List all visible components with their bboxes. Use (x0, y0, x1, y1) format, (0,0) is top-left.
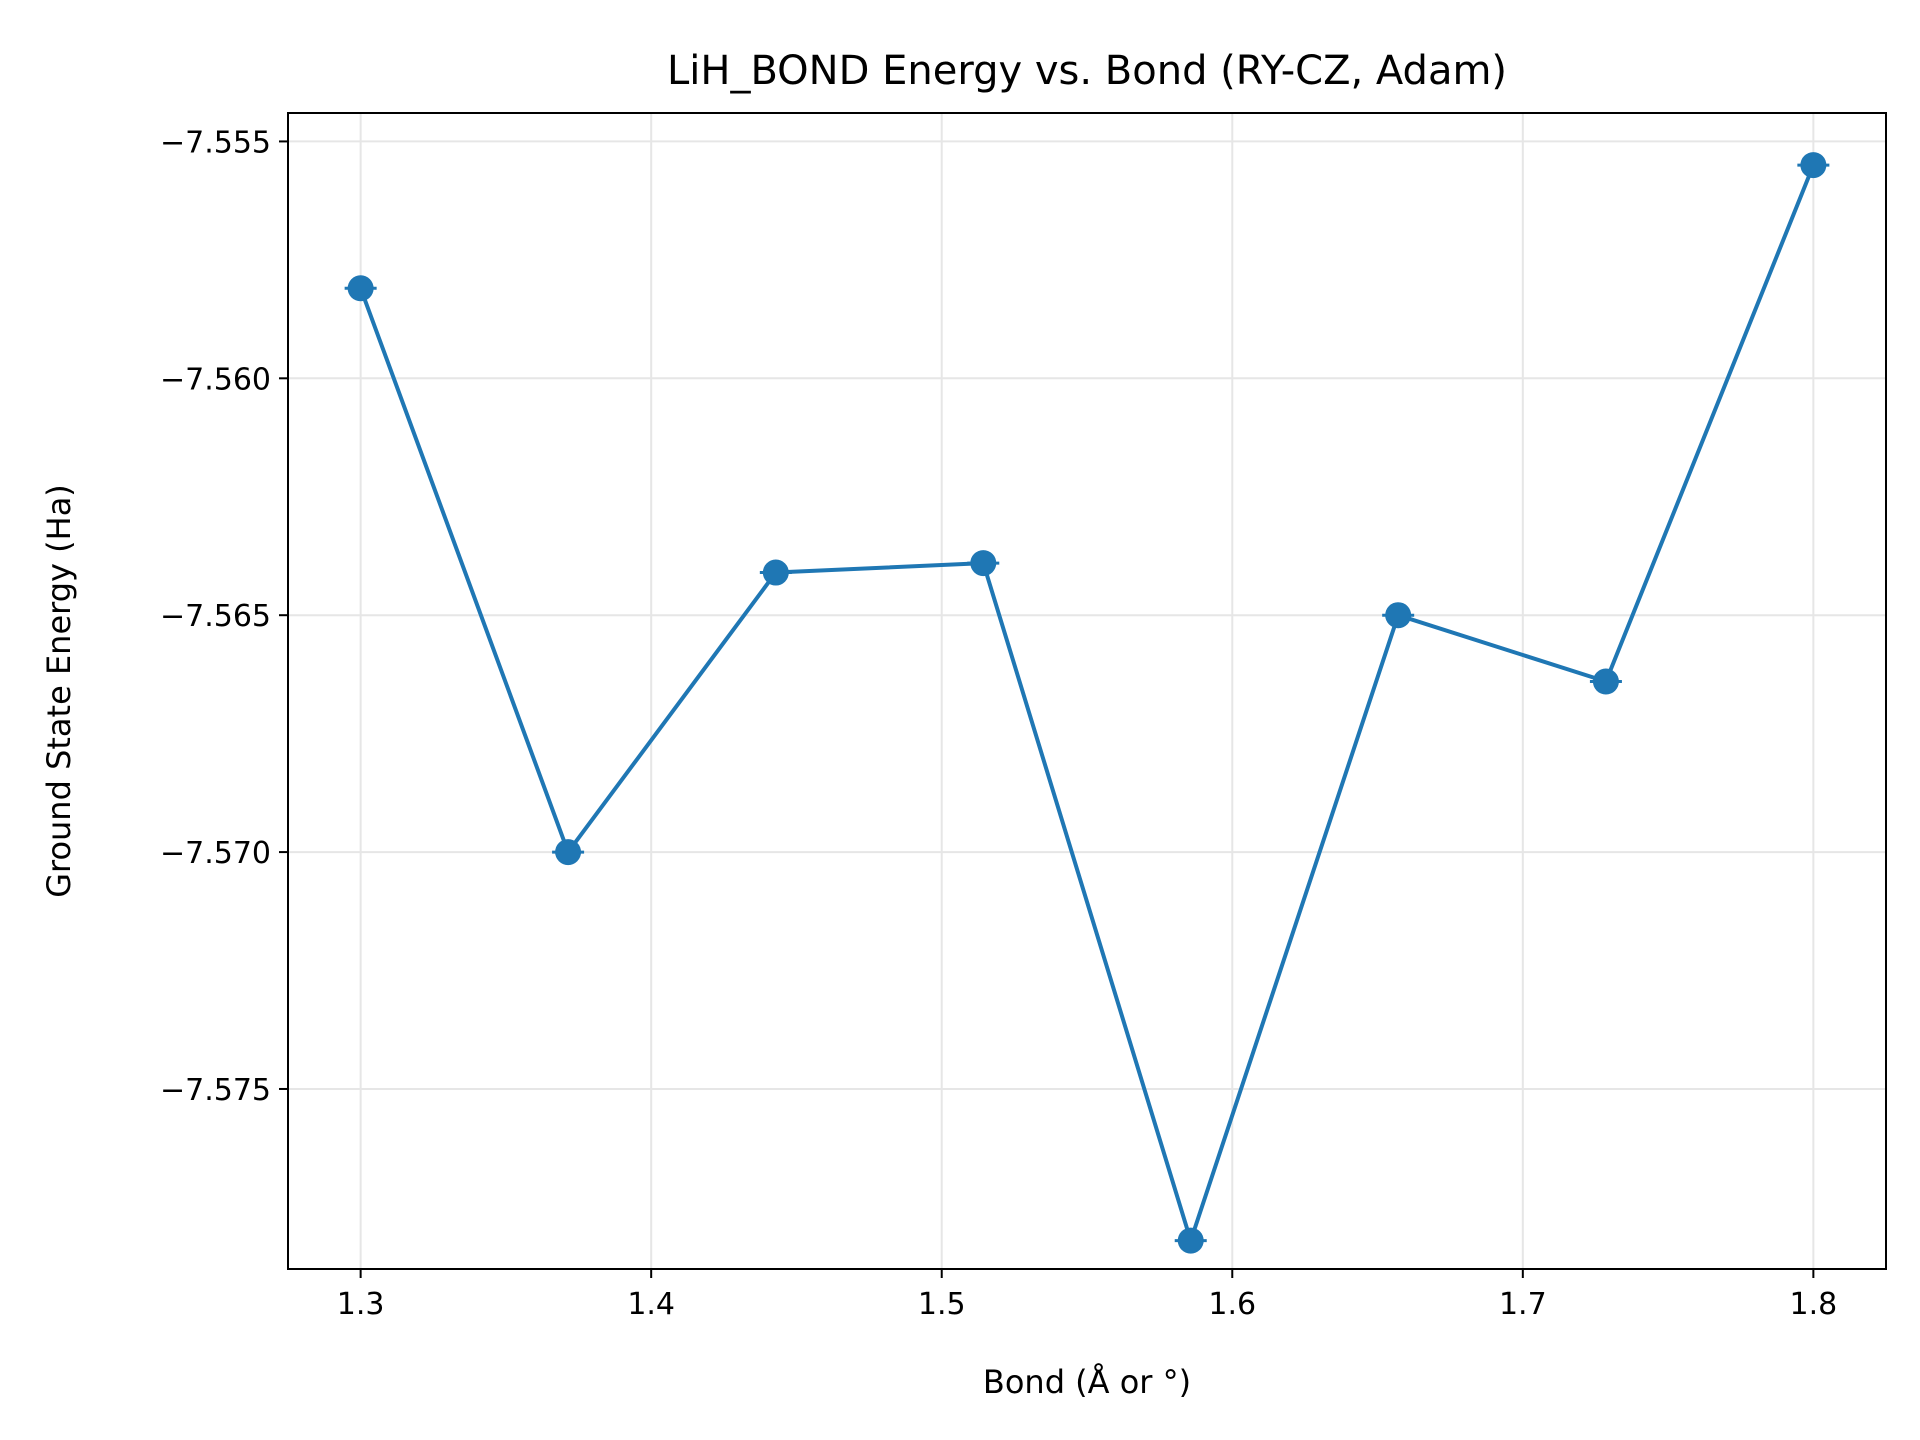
data-point (1177, 1227, 1204, 1254)
y-tick-label: −7.565 (160, 599, 271, 634)
x-tick-label: 1.5 (918, 1287, 966, 1322)
y-axis-label: Ground State Energy (Ha) (40, 484, 78, 898)
series (344, 152, 1830, 1254)
y-tick-label: −7.560 (160, 362, 271, 397)
chart-title: LiH_BOND Energy vs. Bond (RY-CZ, Adam) (667, 48, 1507, 94)
x-tick-label: 1.8 (1790, 1287, 1838, 1322)
x-tick-label: 1.6 (1208, 1287, 1256, 1322)
y-axis-ticks: −7.555 −7.560 −7.565 −7.570 −7.575 (160, 125, 288, 1108)
data-point (555, 839, 582, 866)
plot-frame (287, 112, 1887, 1270)
grid (288, 113, 1886, 1269)
data-point (1385, 602, 1412, 629)
x-tick-label: 1.4 (627, 1287, 675, 1322)
y-tick-label: −7.575 (160, 1073, 271, 1108)
y-tick-label: −7.555 (160, 125, 271, 160)
data-point (1592, 668, 1619, 695)
x-axis-ticks: 1.3 1.4 1.5 1.6 1.7 1.8 (337, 1269, 1837, 1322)
data-point (347, 275, 374, 302)
y-tick-label: −7.570 (160, 836, 271, 871)
series-line (358, 164, 1816, 1243)
x-tick-label: 1.3 (337, 1287, 385, 1322)
x-tick-label: 1.7 (1499, 1287, 1547, 1322)
data-point (1800, 152, 1827, 179)
data-point (970, 550, 997, 577)
x-axis-label: Bond (Å or °) (983, 1363, 1191, 1401)
data-point (762, 559, 789, 586)
